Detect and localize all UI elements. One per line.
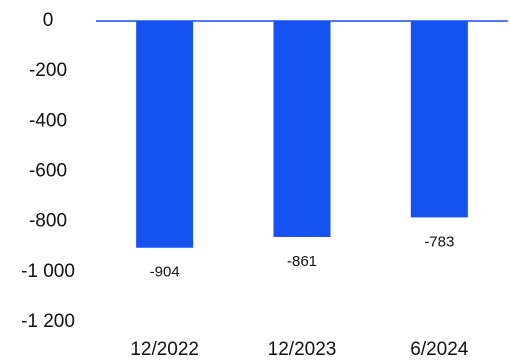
y-tick-label: 0 [43, 10, 54, 31]
bar-12-2022 [136, 21, 194, 248]
bars-group [136, 21, 468, 248]
y-tick-label: -600 [29, 161, 67, 182]
x-category-label: 6/2024 [410, 339, 469, 360]
x-axis: 12/2022 12/2023 6/2024 [130, 339, 468, 360]
x-category-label: 12/2022 [130, 339, 199, 360]
data-labels-group: -904 -861 -783 [150, 233, 455, 280]
y-tick-label: -800 [29, 211, 67, 232]
data-label: -904 [150, 264, 180, 281]
y-tick-label: -200 [29, 60, 67, 81]
data-label: -861 [287, 253, 317, 270]
bar-6-2024 [410, 21, 468, 218]
y-axis: 0 -200 -400 -600 -800 -1 000 -1 200 [21, 10, 75, 332]
data-label: -783 [424, 233, 454, 250]
bar-12-2023 [273, 21, 331, 237]
x-category-label: 12/2023 [268, 339, 337, 360]
y-tick-label: -1 200 [21, 311, 75, 332]
y-tick-label: -1 000 [21, 261, 75, 282]
y-tick-label: -400 [29, 110, 67, 131]
